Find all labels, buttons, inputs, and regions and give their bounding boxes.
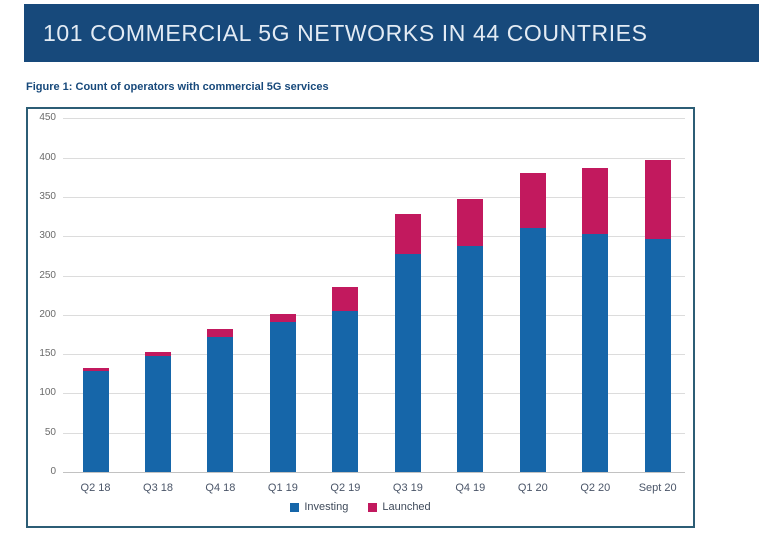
bar-segment-investing: [519, 227, 546, 472]
y-axis-tick-label: 300: [39, 230, 56, 242]
gridline: [63, 157, 685, 159]
gridline: [63, 354, 685, 356]
legend-label: Investing: [304, 501, 349, 513]
gridline: [63, 196, 685, 198]
bar-segment-launched: [519, 172, 546, 228]
chart-frame: 0 50 100 150 200 250 300 350 400 450 Q2 18 Q3 18 Q4 …: [26, 107, 695, 528]
page-title: 101 COMMERCIAL 5G NETWORKS IN 44 COUNTRI…: [43, 19, 648, 46]
bar-segment-launched: [394, 214, 421, 255]
y-axis-tick-label: 400: [39, 151, 56, 163]
stacked-bar: [394, 214, 421, 472]
bar-segment-launched: [457, 198, 484, 247]
legend-item-launched: Launched: [368, 501, 431, 513]
legend-swatch-icon: [368, 502, 378, 512]
y-axis-tick-label: 350: [39, 190, 56, 202]
gridline: [63, 314, 685, 316]
x-axis-tick-label: Q2 18: [80, 482, 111, 494]
gridline: [63, 432, 685, 434]
header-banner: 101 COMMERCIAL 5G NETWORKS IN 44 COUNTRI…: [24, 4, 759, 62]
bar-segment-investing: [332, 310, 359, 472]
x-axis-tick-label: Q2 20: [580, 482, 611, 494]
x-axis-tick-label: Q4 18: [205, 482, 236, 494]
bar-segment-launched: [582, 167, 609, 234]
stacked-bar: [644, 160, 671, 472]
x-axis-line: [63, 472, 685, 473]
plot-area: 0 50 100 150 200 250 300 350 400 450 Q2 18 Q3 18 Q4 …: [28, 109, 693, 526]
y-axis-tick-label: 200: [39, 308, 56, 320]
bar-segment-launched: [644, 160, 671, 240]
stacked-bar: [207, 328, 234, 472]
stacked-bar: [82, 367, 109, 472]
bar-segment-launched: [207, 328, 234, 337]
bar-segment-launched: [269, 314, 296, 322]
y-axis-tick-label: 150: [39, 348, 56, 360]
x-axis-tick-label: Q4 19: [455, 482, 486, 494]
bar-segment-investing: [145, 355, 171, 472]
stacked-bar: [457, 198, 484, 472]
y-axis-tick-label: 450: [39, 112, 56, 124]
bar-segment-investing: [457, 246, 484, 472]
x-axis-tick-label: Q1 19: [267, 482, 298, 494]
bar-segment-launched: [332, 287, 359, 311]
stacked-bar: [582, 167, 609, 472]
y-axis-tick-label: 250: [39, 269, 56, 281]
bar-segment-launched: [82, 367, 109, 372]
x-axis-tick-label: Q3 19: [392, 482, 423, 494]
bar-segment-investing: [644, 239, 671, 472]
bar-segment-investing: [269, 321, 296, 472]
gridline: [63, 236, 685, 238]
legend-label: Launched: [382, 501, 431, 513]
y-axis-tick-label: 50: [44, 426, 56, 438]
gridline: [63, 275, 685, 277]
legend-item-investing: Investing: [290, 501, 348, 513]
legend-swatch-icon: [290, 502, 300, 512]
y-axis-tick-label: 100: [39, 387, 56, 399]
x-axis-tick-label: Q2 19: [330, 482, 361, 494]
bar-segment-investing: [394, 254, 421, 472]
x-axis-tick-label: Q1 20: [517, 482, 548, 494]
stacked-bar: [519, 172, 546, 472]
bar-segment-investing: [582, 233, 609, 472]
figure-caption: Figure 1: Count of operators with commer…: [26, 81, 329, 93]
stacked-bar: [145, 351, 171, 472]
bar-segment-investing: [82, 371, 109, 472]
stacked-bar: [269, 314, 296, 472]
gridline: [63, 118, 685, 120]
y-axis-tick-label: 0: [50, 466, 56, 477]
stacked-bar: [332, 287, 359, 472]
x-axis-tick-label: Q3 18: [143, 482, 173, 494]
gridline: [63, 393, 685, 395]
bar-segment-investing: [207, 336, 234, 472]
bar-segment-launched: [145, 351, 171, 356]
x-axis-tick-label: Sept 20: [638, 482, 677, 494]
chart-legend: Investing Launched: [28, 501, 693, 513]
